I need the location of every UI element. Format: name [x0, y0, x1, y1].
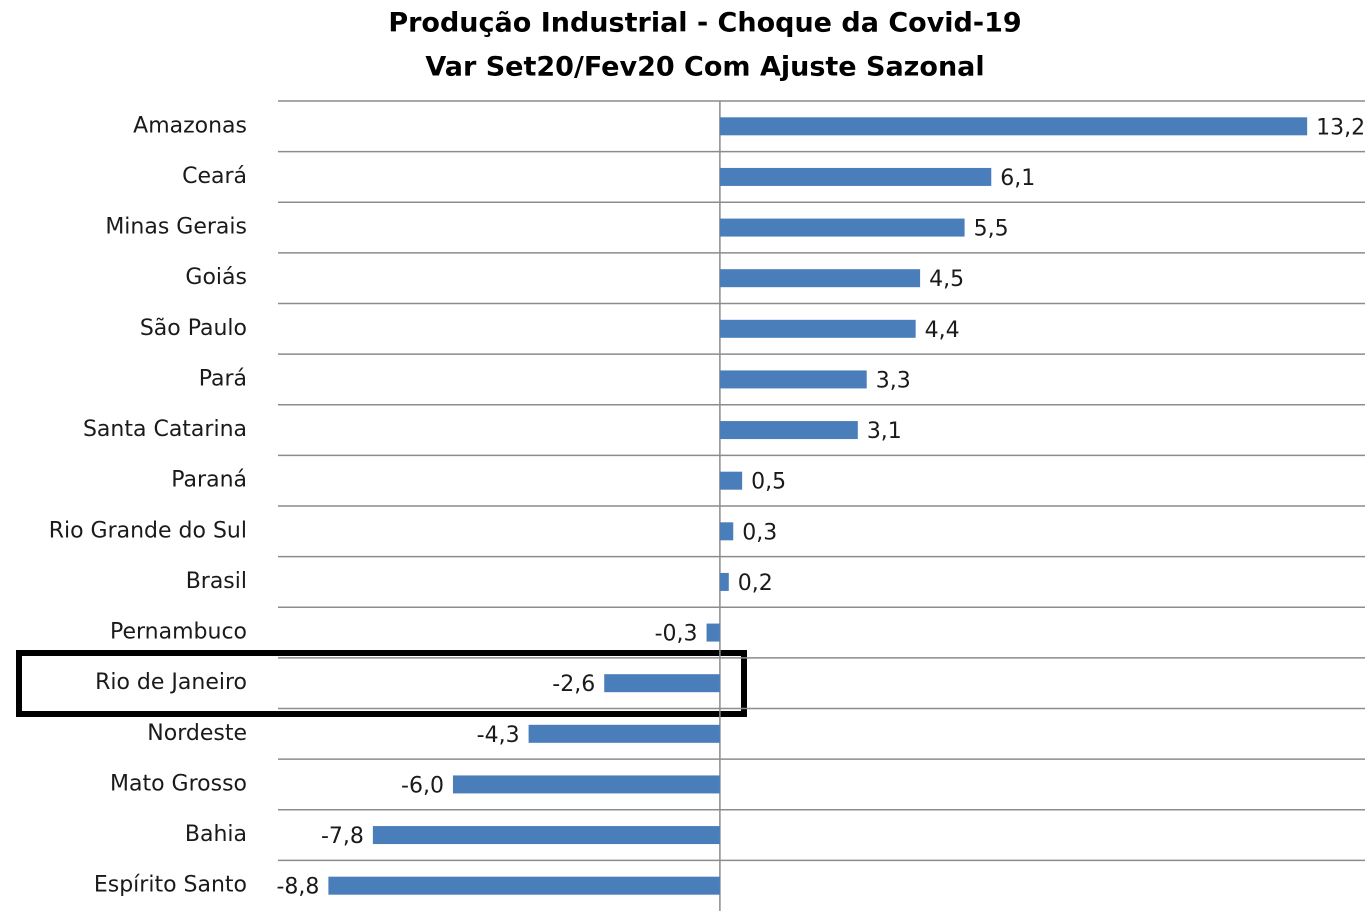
data-label: 4,4 — [925, 318, 960, 343]
bar — [328, 876, 720, 895]
data-label: -0,3 — [655, 622, 698, 647]
data-label: -7,8 — [321, 824, 364, 849]
chart-subtitle: Var Set20/Fev20 Com Ajuste Sazonal — [425, 52, 984, 83]
data-label: -2,6 — [552, 672, 595, 697]
data-label: 4,5 — [929, 267, 964, 292]
bar — [452, 775, 720, 794]
data-label: 5,5 — [974, 217, 1009, 242]
data-label: 3,1 — [867, 419, 902, 444]
category-label: Brasil — [186, 569, 247, 594]
category-label: Mato Grosso — [110, 771, 247, 796]
bar — [719, 117, 1308, 136]
data-label: -8,8 — [276, 875, 319, 900]
category-label: Santa Catarina — [83, 417, 247, 442]
bar — [706, 623, 720, 642]
bar — [719, 370, 867, 389]
data-label: 6,1 — [1000, 166, 1035, 191]
category-label: Goiás — [185, 265, 247, 290]
category-label: Nordeste — [147, 721, 247, 746]
bar — [719, 218, 965, 237]
bar — [528, 724, 720, 743]
category-label: Pará — [199, 366, 247, 391]
bar — [604, 674, 720, 693]
chart-title: Produção Industrial - Choque da Covid-19 — [388, 8, 1021, 39]
data-label: 0,2 — [738, 571, 773, 596]
bar — [719, 269, 921, 288]
highlight-box — [16, 650, 747, 717]
data-label: 0,5 — [751, 470, 786, 495]
bar — [719, 572, 729, 591]
data-label: 3,3 — [876, 368, 911, 393]
category-label: Rio Grande do Sul — [49, 518, 247, 543]
data-label: -6,0 — [401, 773, 444, 798]
category-label: Rio de Janeiro — [95, 670, 247, 695]
category-label: Minas Gerais — [105, 215, 247, 240]
bar — [719, 522, 734, 541]
category-label: São Paulo — [140, 316, 247, 341]
category-label: Pernambuco — [110, 620, 247, 645]
category-label: Espírito Santo — [94, 873, 247, 898]
category-label: Bahia — [185, 822, 247, 847]
category-label: Amazonas — [133, 113, 247, 138]
bar — [719, 421, 858, 440]
bar — [719, 471, 743, 490]
bar — [719, 167, 992, 186]
bar — [372, 826, 720, 845]
data-label: -4,3 — [477, 723, 520, 748]
category-label: Paraná — [171, 468, 247, 493]
category-label: Ceará — [182, 164, 247, 189]
data-label: 0,3 — [742, 520, 777, 545]
bar — [719, 319, 916, 338]
data-label: 13,2 — [1316, 115, 1365, 140]
